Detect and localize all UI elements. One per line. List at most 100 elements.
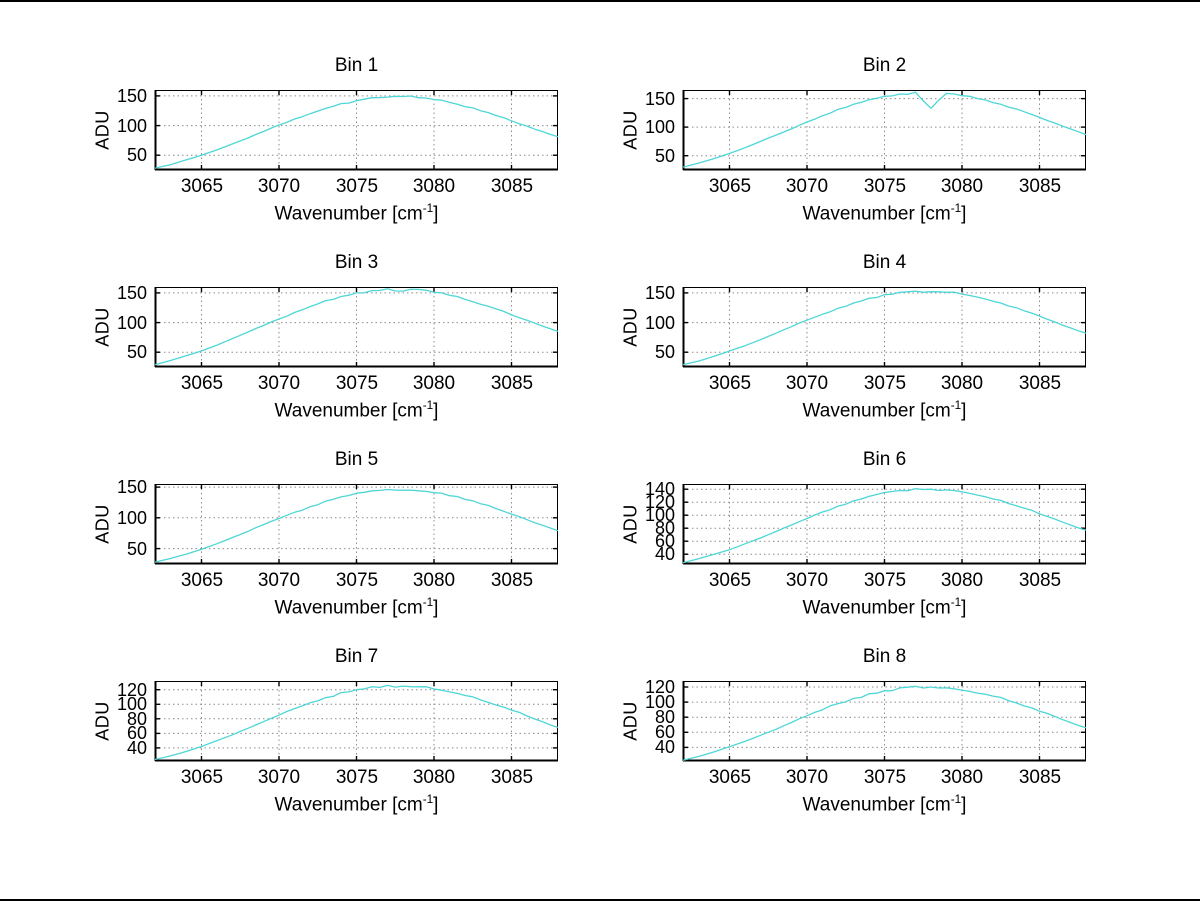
x-tick-label: 3075 — [335, 570, 379, 591]
x-axis-label-close: ] — [433, 203, 439, 225]
y-tick-label: 50 — [126, 539, 147, 559]
y-tick-label: 150 — [644, 89, 675, 109]
x-axis-label-text: Wavenumber [cm — [802, 794, 951, 816]
y-tick-label: 100 — [644, 692, 675, 712]
y-tick-label: 80 — [126, 709, 147, 729]
chart-title: Bin 3 — [334, 252, 379, 273]
chart-title: Bin 1 — [334, 55, 379, 76]
x-axis-label: Wavenumber [cm-1] — [155, 399, 558, 422]
y-tick-label: 40 — [126, 738, 147, 758]
y-tick-label: 150 — [116, 86, 147, 106]
subplot-bin-5: Bin 5 ADU Wavenumber [cm-1] 50 100 150 3065… — [93, 449, 559, 618]
y-tick-label: 60 — [126, 723, 147, 743]
plot-area — [682, 484, 1087, 565]
x-axis-label-text: Wavenumber [cm — [274, 400, 423, 422]
x-axis-label-text: Wavenumber [cm — [274, 203, 423, 225]
x-tick-label: 3085 — [490, 176, 534, 197]
x-axis-label-sup: -1 — [950, 793, 962, 806]
subplot-bin-8: Bin 8 ADU Wavenumber [cm-1] 40 60 80 100 120… — [621, 646, 1087, 815]
y-tick-label: 100 — [644, 505, 675, 525]
y-tick-label: 100 — [116, 116, 147, 136]
x-tick-label: 3085 — [1018, 767, 1062, 788]
y-tick-label: 140 — [644, 479, 675, 499]
plot-area — [154, 287, 559, 368]
plot-area — [154, 90, 559, 171]
plot-area — [682, 681, 1087, 762]
x-tick-label: 3070 — [257, 570, 301, 591]
x-tick-label: 3070 — [257, 373, 301, 394]
y-tick-label: 80 — [654, 707, 675, 727]
y-tick-label: 40 — [654, 737, 675, 757]
x-tick-label: 3065 — [708, 373, 752, 394]
x-tick-label: 3085 — [490, 570, 534, 591]
x-tick-label: 3080 — [940, 570, 984, 591]
x-tick-label: 3075 — [863, 767, 907, 788]
x-tick-label: 3065 — [708, 176, 752, 197]
x-axis-label-sup: -1 — [950, 596, 962, 609]
x-tick-label: 3070 — [785, 767, 829, 788]
x-axis-label-close: ] — [961, 203, 967, 225]
y-tick-label: 120 — [644, 677, 675, 697]
x-axis-label: Wavenumber [cm-1] — [155, 596, 558, 619]
y-tick-label: 60 — [654, 722, 675, 742]
x-axis-label-close: ] — [961, 400, 967, 422]
x-tick-label: 3075 — [863, 570, 907, 591]
y-tick-label: 60 — [654, 531, 675, 551]
chart-title: Bin 6 — [862, 449, 907, 470]
y-tick-label: 150 — [116, 477, 147, 497]
plot-area — [154, 681, 559, 762]
x-axis-label-close: ] — [961, 597, 967, 619]
x-axis-label: Wavenumber [cm-1] — [683, 399, 1086, 422]
x-tick-label: 3070 — [257, 176, 301, 197]
chart-title: Bin 8 — [862, 646, 907, 667]
x-tick-label: 3080 — [412, 570, 456, 591]
y-tick-label: 100 — [116, 694, 147, 714]
x-tick-label: 3070 — [785, 176, 829, 197]
x-tick-label: 3070 — [257, 767, 301, 788]
x-axis-label-sup: -1 — [950, 399, 962, 412]
x-tick-label: 3080 — [412, 176, 456, 197]
x-axis-label-sup: -1 — [422, 399, 434, 412]
x-axis-label-close: ] — [961, 794, 967, 816]
x-tick-label: 3085 — [1018, 570, 1062, 591]
x-axis-label-close: ] — [433, 400, 439, 422]
y-tick-label: 100 — [644, 313, 675, 333]
x-tick-label: 3075 — [863, 373, 907, 394]
x-tick-label: 3065 — [180, 767, 224, 788]
subplot-bin-7: Bin 7 ADU Wavenumber [cm-1] 40 60 80 100 120… — [93, 646, 559, 815]
y-tick-label: 100 — [644, 117, 675, 137]
y-tick-label: 40 — [654, 544, 675, 564]
x-axis-label-sup: -1 — [422, 202, 434, 215]
x-axis-label-sup: -1 — [422, 596, 434, 609]
y-tick-label: 120 — [644, 492, 675, 512]
x-tick-label: 3075 — [335, 176, 379, 197]
chart-title: Bin 4 — [862, 252, 907, 273]
x-tick-label: 3080 — [940, 176, 984, 197]
x-tick-label: 3075 — [863, 176, 907, 197]
x-tick-label: 3085 — [1018, 373, 1062, 394]
x-tick-label: 3080 — [940, 767, 984, 788]
x-tick-label: 3085 — [490, 767, 534, 788]
subplot-bin-1: Bin 1 ADU Wavenumber [cm-1] 50 100 150 3065… — [93, 55, 559, 224]
x-axis-label-text: Wavenumber [cm — [802, 597, 951, 619]
y-tick-label: 80 — [654, 518, 675, 538]
plot-area — [682, 90, 1087, 171]
x-tick-label: 3080 — [940, 373, 984, 394]
y-tick-label: 100 — [116, 508, 147, 528]
x-axis-label-close: ] — [433, 597, 439, 619]
y-tick-label: 50 — [654, 342, 675, 362]
x-tick-label: 3075 — [335, 373, 379, 394]
x-axis-label-close: ] — [433, 794, 439, 816]
x-tick-label: 3065 — [180, 176, 224, 197]
x-tick-label: 3065 — [708, 767, 752, 788]
y-tick-label: 50 — [126, 342, 147, 362]
x-axis-label-text: Wavenumber [cm — [274, 794, 423, 816]
plot-area — [154, 484, 559, 565]
x-axis-label-sup: -1 — [422, 793, 434, 806]
chart-title: Bin 7 — [334, 646, 379, 667]
x-tick-label: 3080 — [412, 373, 456, 394]
x-axis-label: Wavenumber [cm-1] — [155, 793, 558, 816]
x-axis-label: Wavenumber [cm-1] — [155, 202, 558, 225]
subplot-bin-3: Bin 3 ADU Wavenumber [cm-1] 50 100 150 3065… — [93, 252, 559, 421]
